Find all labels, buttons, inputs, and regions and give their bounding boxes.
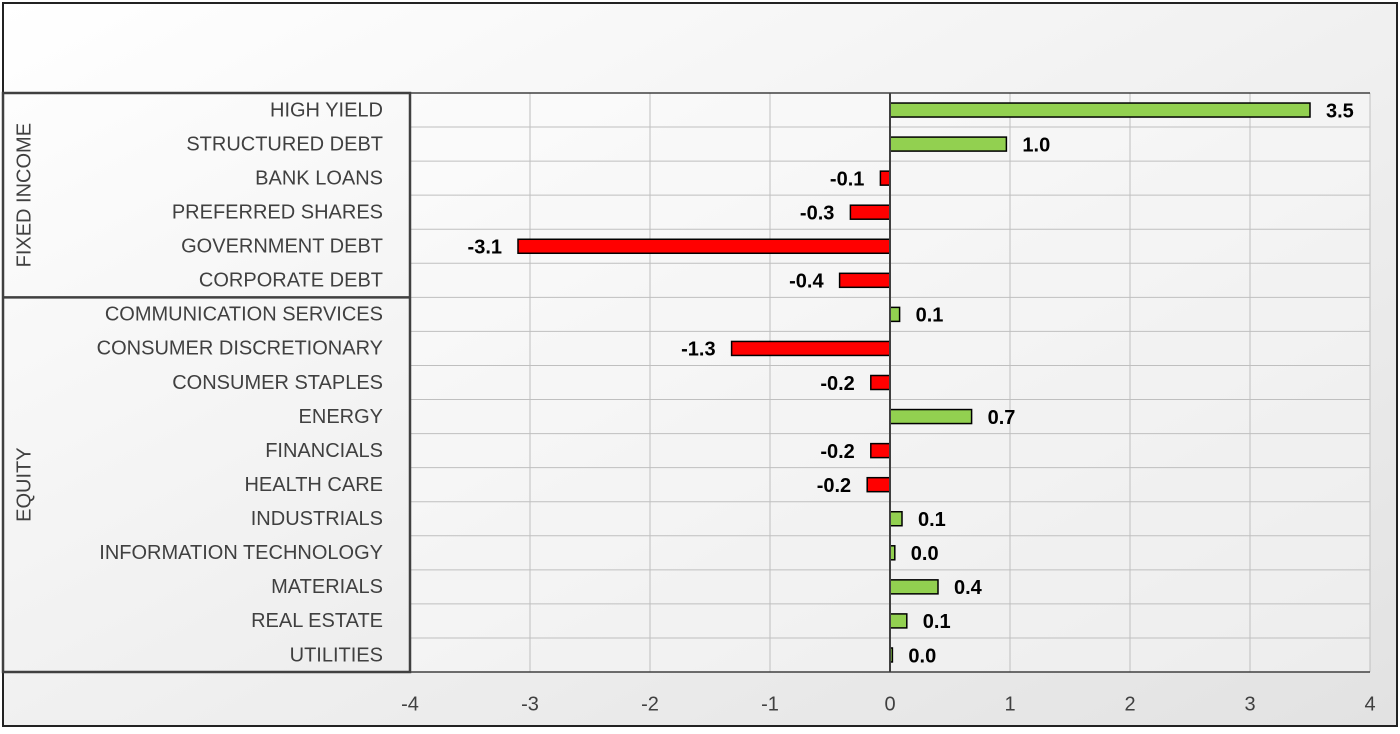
category-label: STRUCTURED DEBT (186, 133, 383, 155)
category-label: HIGH YIELD (270, 99, 383, 121)
x-tick-label: -3 (521, 693, 539, 715)
x-tick-label: 0 (884, 693, 895, 715)
value-label: -0.2 (820, 441, 854, 463)
x-tick-label: -4 (401, 693, 419, 715)
bar (838, 272, 891, 289)
x-tick-label: 1 (1004, 693, 1015, 715)
group-label: FIXED INCOME (13, 123, 35, 267)
value-label: 0.0 (911, 543, 939, 565)
category-label: GOVERNMENT DEBT (181, 236, 383, 258)
bar (879, 170, 891, 186)
category-label: PREFERRED SHARES (172, 201, 383, 223)
x-tick-label: -2 (641, 693, 659, 715)
value-label: -1.3 (681, 339, 715, 361)
value-label: 3.5 (1326, 100, 1354, 122)
value-label: -0.4 (789, 271, 824, 293)
bar (889, 579, 939, 595)
x-tick-label: 2 (1124, 693, 1135, 715)
value-label: 0.7 (988, 407, 1016, 429)
category-label: HEALTH CARE (244, 474, 383, 496)
x-tick-label: 3 (1244, 693, 1255, 715)
bar (889, 102, 1311, 118)
value-label: 0.1 (923, 611, 951, 633)
category-label: COMMUNICATION SERVICES (105, 304, 383, 326)
value-label: 1.0 (1022, 134, 1050, 156)
category-label: CORPORATE DEBT (199, 270, 383, 292)
bar (889, 408, 973, 425)
category-label: UTILITIES (290, 644, 383, 666)
category-label: CONSUMER DISCRETIONARY (97, 338, 383, 360)
value-label: -0.2 (817, 475, 851, 497)
category-label: FINANCIALS (265, 440, 383, 462)
category-label: MATERIALS (271, 576, 383, 598)
bar (889, 510, 903, 527)
value-label: -0.2 (820, 373, 854, 395)
value-label: 0.0 (908, 645, 936, 667)
value-label: -0.1 (830, 168, 864, 190)
category-label: REAL ESTATE (251, 610, 383, 632)
x-tick-label: 4 (1364, 693, 1375, 715)
bar (517, 238, 891, 255)
category-label: CONSUMER STAPLES (172, 372, 383, 394)
category-label: ENERGY (299, 406, 383, 428)
category-label: INDUSTRIALS (251, 508, 383, 530)
bar (870, 442, 891, 459)
category-box (1, 91, 412, 674)
bar (730, 340, 891, 357)
bar (866, 476, 891, 493)
group-label: EQUITY (13, 447, 35, 521)
bar (889, 136, 1008, 152)
plot: -4 -3 -2 -1 0 1 2 3 4 FIXED INCOME EQUITY HIGH YIEL… (1, 91, 1376, 715)
bar (889, 306, 901, 323)
value-label: 0.1 (918, 509, 946, 531)
value-label: 0.1 (916, 305, 944, 327)
value-label: -3.1 (468, 237, 502, 259)
value-label: 0.4 (954, 577, 983, 599)
bar (849, 204, 891, 220)
x-tick-label: -1 (761, 693, 779, 715)
category-label: INFORMATION TECHNOLOGY (99, 542, 383, 564)
bar (870, 374, 891, 391)
value-label: -0.3 (800, 202, 834, 224)
category-label: BANK LOANS (255, 167, 383, 189)
bar (889, 613, 908, 629)
